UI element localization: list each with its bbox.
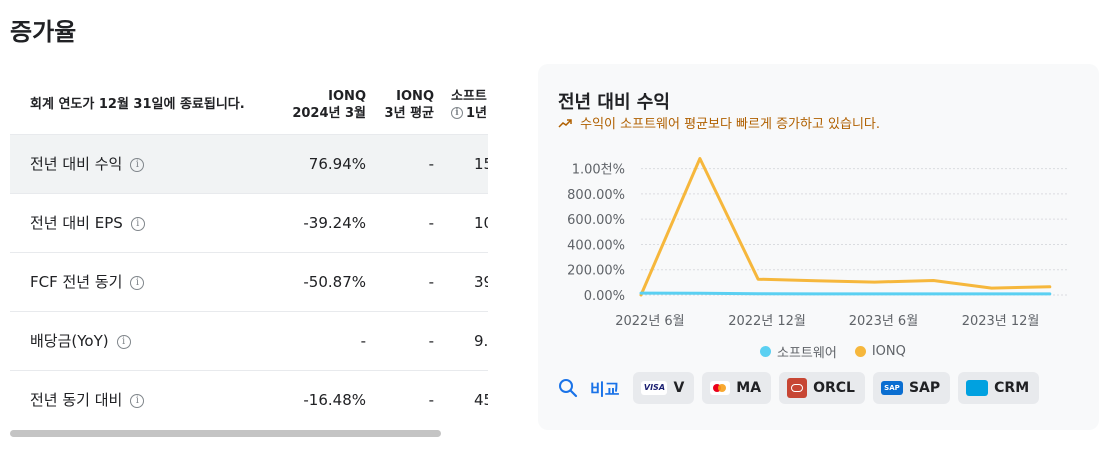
row-label-cell: 전년 대비 EPS i [10,192,278,252]
page-title: 증가율 [10,18,77,46]
avg-value: - [368,310,436,370]
software-header-name: 소프트 [451,88,487,104]
legend-swatch-software [760,346,771,357]
ionq-value: -16.48% [278,369,368,421]
row-label-cell: 전년 대비 수익 i [10,133,278,193]
sap-logo: SAP [880,381,903,395]
ionq-value: - [278,310,368,370]
software-value: 105.8 [436,192,488,252]
y-tick-label: 600.00% [567,213,625,228]
y-tick-label: 1.00천% [572,163,625,178]
visa-logo: VISA [641,381,668,395]
compare-button[interactable]: 비교 [558,376,619,400]
software-header-period-label: 1년 [466,105,488,121]
info-icon[interactable]: i [116,334,131,349]
avg-value: - [368,192,436,252]
chip-ticker: MA [736,380,762,396]
card-subtitle: 수익이 소프트웨어 평균보다 빠르게 증가하고 있습니다. [558,113,880,132]
x-tick-label: 2023년 12월 [962,314,1040,329]
info-icon[interactable]: i [130,393,145,408]
ionq-column-header: IONQ 2024년 3월 [278,76,368,134]
ionq-value: -50.87% [278,251,368,311]
avg-value: - [368,251,436,311]
y-tick-label: 800.00% [567,188,625,203]
info-icon[interactable]: i [130,216,145,231]
avg-value: - [368,133,436,193]
ionq-header-date: 2024년 3월 [292,105,366,121]
ionq-value: -39.24% [278,192,368,252]
chip-ticker: ORCL [813,380,855,396]
card-title: 전년 대비 수익 [558,92,670,113]
mastercard-logo [710,381,731,395]
chart-legend: 소프트웨어 IONQ [760,342,906,361]
info-icon[interactable]: i [130,275,145,290]
fiscal-year-header: 회계 연도가 12월 31일에 종료됩니다. [30,97,245,113]
revenue-line-chart: 0.00% 200.00% 400.00% 600.00% 800.00% 1.00천% 2… [567,157,1069,329]
software-value: 39.1 [436,251,488,311]
software-value: 15.4 [436,133,488,193]
legend-item-ionq[interactable]: IONQ [854,342,906,361]
table-row[interactable]: 전년 동기 대비 i -16.48% - 45.9 [10,369,488,421]
avg-header-period: 3년 평균 [384,105,434,121]
chip-ticker: SAP [908,380,941,396]
compare-chip-sap[interactable]: SAP SAP [872,372,951,404]
software-column-header: 소프트 i 1년 [436,76,488,134]
x-tick-label: 2022년 6월 [615,314,684,329]
legend-label-software: 소프트웨어 [777,346,837,361]
growth-table: 회계 연도가 12월 31일에 종료됩니다. IONQ 2024년 3월 ION… [10,76,488,421]
compare-chip-v[interactable]: VISA V [633,372,695,404]
y-tick-label: 400.00% [567,238,625,253]
row-label: 배당금(YoY) [30,332,109,350]
horizontal-scrollbar[interactable] [10,430,441,437]
revenue-chart-card: 전년 대비 수익 수익이 소프트웨어 평균보다 빠르게 증가하고 있습니다. 0… [538,64,1099,430]
chip-ticker: V [673,380,685,396]
row-label-cell: 배당금(YoY) i [10,310,278,370]
software-value: 45.9 [436,369,488,421]
row-label: FCF 전년 동기 [30,273,123,291]
x-tick-label: 2023년 6월 [849,314,918,329]
series-line-ionq [639,157,1052,297]
avg-header-ticker: IONQ [396,88,434,104]
card-subtitle-text: 수익이 소프트웨어 평균보다 빠르게 증가하고 있습니다. [580,117,881,132]
y-tick-label: 0.00% [584,289,625,304]
row-label-cell: 전년 동기 대비 i [10,369,278,421]
x-tick-label: 2022년 12월 [728,314,806,329]
series-line-software [639,291,1052,296]
row-label: 전년 대비 EPS [30,214,123,232]
info-icon[interactable]: i [451,107,463,120]
compare-chip-ma[interactable]: MA [702,372,772,404]
ionq-header-ticker: IONQ [328,88,366,104]
table-row[interactable]: FCF 전년 동기 i -50.87% - 39.1 [10,251,488,311]
avg-column-header: IONQ 3년 평균 [368,76,436,134]
y-tick-label: 200.00% [567,264,625,279]
oracle-logo [787,378,808,398]
search-icon [559,379,578,398]
table-row[interactable]: 전년 대비 수익 i 76.94% - 15.4 [10,133,488,193]
info-icon[interactable]: i [130,157,145,172]
legend-swatch-ionq [854,346,866,357]
compare-chip-orcl[interactable]: ORCL [779,372,865,404]
chip-ticker: CRM [994,380,1030,396]
row-label-cell: FCF 전년 동기 i [10,251,278,311]
table-row[interactable]: 배당금(YoY) i - - 9.9 [10,310,488,370]
salesforce-logo [966,380,989,396]
compare-label: 비교 [590,380,620,399]
trending-up-icon [558,117,576,132]
row-label: 전년 대비 수익 [30,155,123,173]
legend-item-software[interactable]: 소프트웨어 [760,342,837,361]
avg-value: - [368,369,436,421]
ionq-value: 76.94% [278,133,368,193]
legend-label-ionq: IONQ [871,344,906,359]
table-row[interactable]: 전년 대비 EPS i -39.24% - 105.8 [10,192,488,252]
row-label: 전년 동기 대비 [30,391,123,410]
compare-chip-crm[interactable]: CRM [958,372,1040,404]
compare-bar: 비교 VISA V MA ORCL SAP SAP CRM [558,372,1047,404]
software-value: 9.9 [436,310,488,370]
software-header-period: i 1년 [451,105,488,122]
